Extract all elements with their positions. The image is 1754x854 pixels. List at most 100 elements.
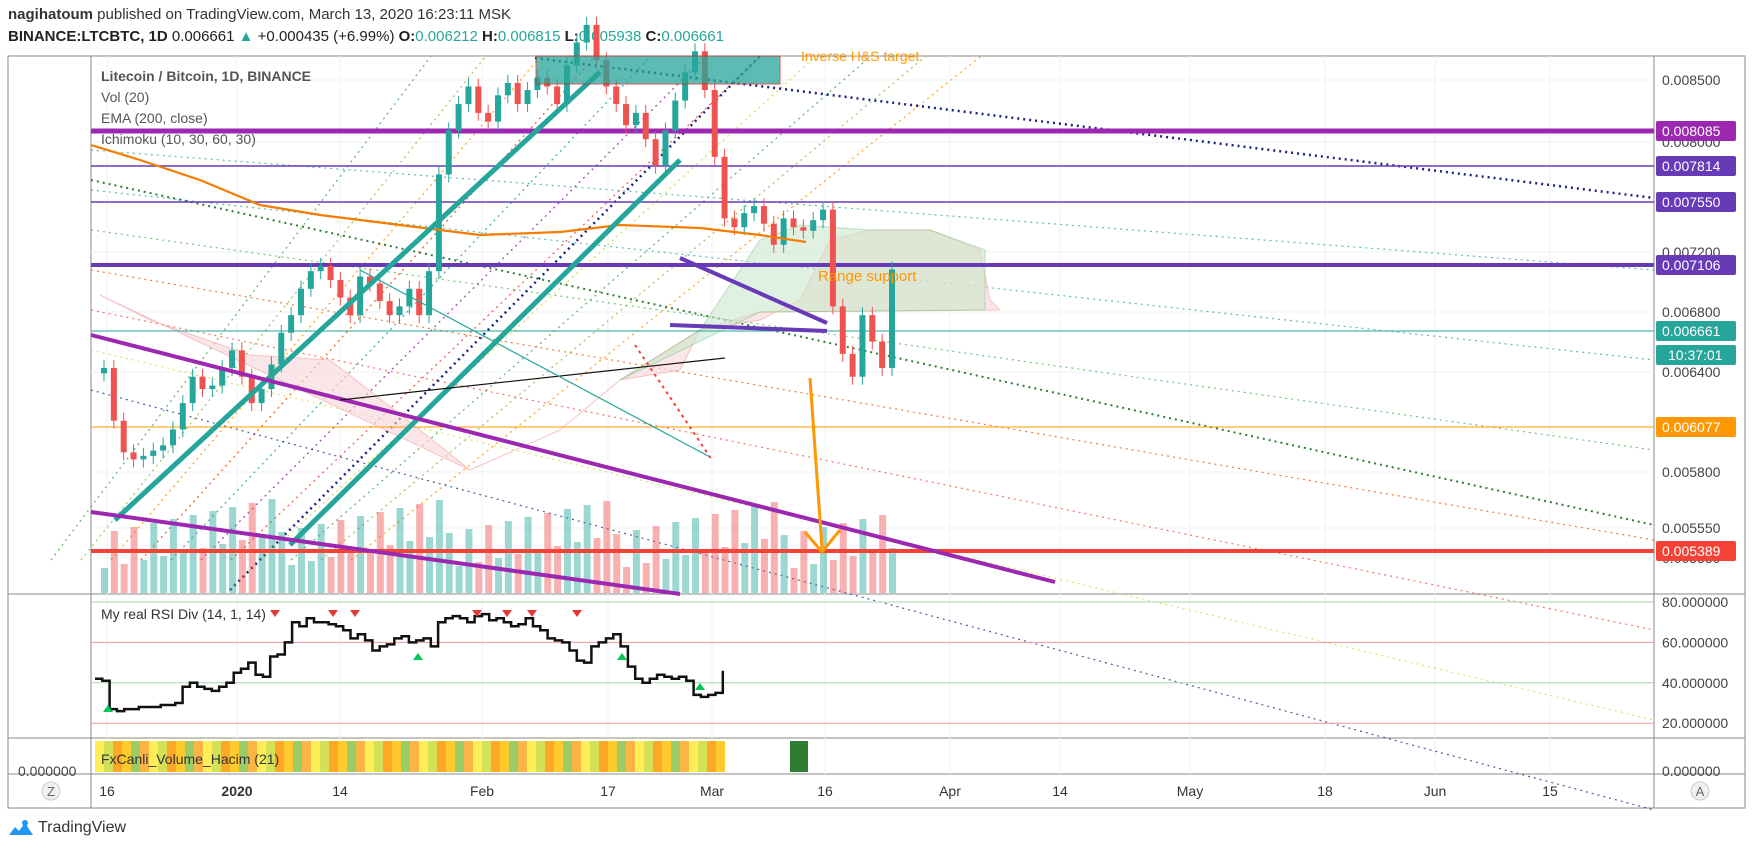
candle-body	[829, 209, 836, 307]
z-button[interactable]	[41, 781, 61, 801]
volume-bar	[179, 552, 187, 593]
candle-body	[199, 376, 206, 390]
teal-thin-line	[359, 269, 711, 458]
heatmap-cell	[410, 741, 419, 772]
bearish-div-marker	[270, 610, 280, 617]
candle-body	[859, 315, 866, 377]
bearish-div-marker	[472, 610, 482, 617]
candle-body	[662, 130, 669, 166]
fan-lines	[50, 55, 1655, 811]
volume-bar	[889, 548, 896, 593]
candles	[101, 16, 895, 468]
volume-bar	[721, 547, 729, 593]
date-tick-label: Apr	[939, 783, 961, 799]
level-price-text: 0.005389	[1662, 543, 1721, 559]
heatmap-cell	[419, 741, 428, 772]
triangle-top	[679, 256, 828, 325]
volume-bar	[711, 514, 719, 593]
heatmap-cell	[482, 741, 491, 772]
candle-body	[820, 209, 827, 221]
z-button-label: Z	[47, 784, 55, 799]
candle-body	[554, 86, 561, 105]
volume-bar	[435, 500, 443, 593]
volume-bar	[219, 544, 227, 593]
candle-body	[810, 220, 817, 231]
volume-bar	[416, 504, 424, 593]
price-axis-labels: 0.0085000.0080000.0072000.0068000.006400…	[1656, 72, 1736, 566]
a-button[interactable]	[1690, 781, 1710, 801]
heatmap-cell	[176, 741, 185, 772]
fan-down-line	[90, 229, 1655, 451]
candle-body	[150, 450, 157, 456]
candle-body	[524, 90, 531, 105]
high-label: H:	[482, 28, 498, 45]
heatmap-cell	[401, 741, 410, 772]
heatmap-cell	[662, 741, 671, 772]
volume-bar	[859, 519, 867, 593]
level-price-text: 0.006661	[1662, 323, 1721, 339]
bearish-div-marker	[527, 610, 537, 617]
heatmap-cell	[698, 741, 707, 772]
volume-bar	[849, 556, 857, 593]
fan-navy-up	[229, 55, 761, 591]
heatmap-cell	[644, 741, 653, 772]
price-tick-label: 0.006400	[1662, 364, 1721, 380]
tradingview-logo-icon	[9, 820, 33, 835]
date-tick-label: Jun	[1424, 783, 1447, 799]
heatmap-cell	[671, 741, 680, 772]
volume-bar	[810, 564, 818, 593]
heatmap-cell	[221, 741, 230, 772]
volume-bar	[770, 502, 778, 593]
footer-brand[interactable]: TradingView	[38, 819, 127, 836]
close-value: 0.006661	[661, 28, 724, 45]
candle-body	[406, 288, 413, 307]
candle-body	[741, 213, 748, 228]
candle-body	[189, 376, 196, 404]
fan-down-line	[90, 309, 1655, 631]
grid	[91, 56, 1654, 774]
candle-body	[760, 206, 767, 224]
level-price-tag	[1656, 192, 1736, 212]
candle-body	[879, 341, 886, 368]
open-label: O:	[398, 28, 416, 45]
rsi-line	[95, 612, 725, 713]
wedge-lower	[90, 510, 681, 596]
up-arrow-icon: ▲	[238, 28, 254, 45]
low-label: L:	[564, 28, 579, 45]
heatmap-cell	[428, 741, 437, 772]
candle-body	[623, 104, 630, 126]
triangle-bottom	[669, 323, 828, 333]
heatmap-cell	[617, 741, 626, 772]
candle-body	[583, 24, 590, 43]
date-tick-label: 14	[332, 783, 348, 799]
heatmap-cell	[293, 741, 302, 772]
candle-body	[160, 445, 167, 451]
level-price-text: 0.008085	[1662, 123, 1721, 139]
heatmap-cell	[545, 741, 554, 772]
wedge-upper	[90, 333, 1056, 584]
candle-body	[366, 276, 373, 284]
volume-bar	[760, 539, 768, 593]
high-value: 0.006815	[497, 28, 561, 45]
candle-body	[593, 24, 600, 61]
volume-bar	[524, 517, 532, 593]
volume-bar	[140, 560, 148, 593]
heatmap-cell	[131, 741, 140, 772]
volume-bar	[268, 499, 276, 593]
volume-bar	[632, 530, 640, 593]
heatmap-cell	[248, 741, 257, 772]
heatmap-cell	[284, 741, 293, 772]
candle-body	[573, 42, 580, 66]
countdown-text: 10:37:01	[1668, 347, 1723, 363]
candle-body	[307, 271, 314, 289]
volume-bar	[790, 568, 798, 593]
volume-bar	[150, 523, 158, 593]
date-tick-label: May	[1177, 783, 1203, 799]
last-price: 0.006661	[171, 28, 235, 45]
candle-body	[849, 353, 856, 377]
fan-up-line	[230, 55, 762, 561]
volume-bar	[642, 563, 650, 593]
projection-arrow	[803, 377, 842, 555]
fan-up-line	[170, 55, 652, 561]
